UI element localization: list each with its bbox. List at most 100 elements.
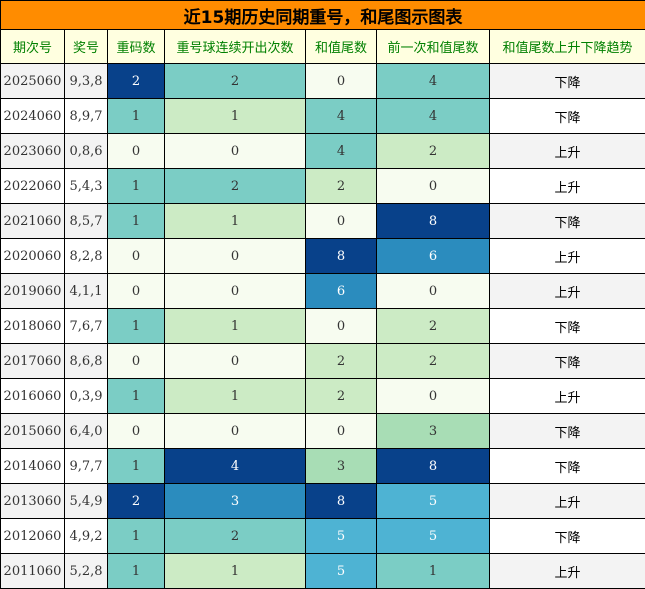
table-row: 2025060 9,3,8 2 2 0 4 下降 xyxy=(0,63,645,99)
table-row: 2014060 9,7,7 1 4 3 8 下降 xyxy=(0,448,645,484)
cell-trend: 上升 xyxy=(489,168,645,204)
cell-period: 2025060 xyxy=(0,63,65,99)
cell-repeat-streak: 1 xyxy=(164,308,306,344)
cell-trend: 下降 xyxy=(489,98,645,134)
cell-period: 2022060 xyxy=(0,168,65,204)
cell-sum-tail: 3 xyxy=(305,448,377,484)
cell-sum-tail: 0 xyxy=(305,308,377,344)
cell-repeat-count: 1 xyxy=(107,518,165,554)
cell-repeat-count: 1 xyxy=(107,553,165,589)
cell-trend: 上升 xyxy=(489,273,645,309)
cell-numbers: 8,6,8 xyxy=(64,343,108,379)
header-numbers: 奖号 xyxy=(64,29,108,64)
cell-numbers: 5,4,3 xyxy=(64,168,108,204)
cell-repeat-streak: 0 xyxy=(164,273,306,309)
table-row: 2021060 8,5,7 1 1 0 8 下降 xyxy=(0,203,645,239)
cell-prev-sum-tail: 1 xyxy=(376,553,490,589)
cell-repeat-streak: 2 xyxy=(164,168,306,204)
cell-trend: 下降 xyxy=(489,63,645,99)
cell-sum-tail: 5 xyxy=(305,518,377,554)
cell-trend: 下降 xyxy=(489,343,645,379)
cell-numbers: 9,7,7 xyxy=(64,448,108,484)
cell-sum-tail: 6 xyxy=(305,273,377,309)
cell-sum-tail: 8 xyxy=(305,483,377,519)
table-row: 2018060 7,6,7 1 1 0 2 下降 xyxy=(0,308,645,344)
cell-prev-sum-tail: 5 xyxy=(376,483,490,519)
cell-repeat-count: 1 xyxy=(107,308,165,344)
cell-numbers: 8,9,7 xyxy=(64,98,108,134)
cell-sum-tail: 0 xyxy=(305,413,377,449)
cell-period: 2011060 xyxy=(0,553,65,589)
cell-repeat-count: 1 xyxy=(107,448,165,484)
cell-period: 2016060 xyxy=(0,378,65,414)
cell-numbers: 0,3,9 xyxy=(64,378,108,414)
header-sum-tail: 和值尾数 xyxy=(305,29,377,64)
cell-prev-sum-tail: 4 xyxy=(376,98,490,134)
cell-repeat-streak: 0 xyxy=(164,413,306,449)
cell-numbers: 0,8,6 xyxy=(64,133,108,169)
cell-trend: 上升 xyxy=(489,378,645,414)
cell-repeat-count: 0 xyxy=(107,413,165,449)
table-body: 2025060 9,3,8 2 2 0 4 下降 2024060 8,9,7 1 1 4 4 下降 2023… xyxy=(0,63,645,589)
cell-prev-sum-tail: 0 xyxy=(376,273,490,309)
table-row: 2019060 4,1,1 0 0 6 0 上升 xyxy=(0,273,645,309)
cell-prev-sum-tail: 0 xyxy=(376,168,490,204)
cell-period: 2014060 xyxy=(0,448,65,484)
cell-sum-tail: 2 xyxy=(305,168,377,204)
cell-numbers: 8,2,8 xyxy=(64,238,108,274)
header-repeat-streak: 重号球连续开出次数 xyxy=(164,29,306,64)
cell-trend: 上升 xyxy=(489,133,645,169)
cell-trend: 下降 xyxy=(489,518,645,554)
cell-trend: 下降 xyxy=(489,413,645,449)
cell-prev-sum-tail: 3 xyxy=(376,413,490,449)
cell-prev-sum-tail: 8 xyxy=(376,448,490,484)
cell-repeat-streak: 0 xyxy=(164,343,306,379)
cell-numbers: 7,6,7 xyxy=(64,308,108,344)
cell-numbers: 8,5,7 xyxy=(64,203,108,239)
cell-sum-tail: 4 xyxy=(305,98,377,134)
cell-prev-sum-tail: 2 xyxy=(376,308,490,344)
cell-trend: 下降 xyxy=(489,203,645,239)
cell-numbers: 5,2,8 xyxy=(64,553,108,589)
cell-repeat-count: 2 xyxy=(107,483,165,519)
cell-repeat-streak: 1 xyxy=(164,203,306,239)
cell-period: 2019060 xyxy=(0,273,65,309)
cell-period: 2012060 xyxy=(0,518,65,554)
cell-period: 2015060 xyxy=(0,413,65,449)
cell-sum-tail: 0 xyxy=(305,63,377,99)
cell-repeat-streak: 0 xyxy=(164,133,306,169)
cell-repeat-streak: 2 xyxy=(164,518,306,554)
table-row: 2015060 6,4,0 0 0 0 3 下降 xyxy=(0,413,645,449)
cell-repeat-streak: 3 xyxy=(164,483,306,519)
table-row: 2022060 5,4,3 1 2 2 0 上升 xyxy=(0,168,645,204)
table-row: 2012060 4,9,2 1 2 5 5 下降 xyxy=(0,518,645,554)
cell-sum-tail: 2 xyxy=(305,378,377,414)
cell-sum-tail: 8 xyxy=(305,238,377,274)
cell-repeat-count: 1 xyxy=(107,203,165,239)
cell-sum-tail: 4 xyxy=(305,133,377,169)
cell-prev-sum-tail: 4 xyxy=(376,63,490,99)
cell-repeat-count: 0 xyxy=(107,343,165,379)
cell-repeat-count: 0 xyxy=(107,238,165,274)
cell-period: 2020060 xyxy=(0,238,65,274)
cell-period: 2021060 xyxy=(0,203,65,239)
cell-sum-tail: 2 xyxy=(305,343,377,379)
cell-numbers: 9,3,8 xyxy=(64,63,108,99)
cell-trend: 下降 xyxy=(489,448,645,484)
header-prev-sum-tail: 前一次和值尾数 xyxy=(376,29,490,64)
table-row: 2024060 8,9,7 1 1 4 4 下降 xyxy=(0,98,645,134)
header-period: 期次号 xyxy=(0,29,65,64)
table-row: 2016060 0,3,9 1 1 2 0 上升 xyxy=(0,378,645,414)
cell-period: 2017060 xyxy=(0,343,65,379)
cell-numbers: 4,9,2 xyxy=(64,518,108,554)
cell-numbers: 4,1,1 xyxy=(64,273,108,309)
cell-numbers: 5,4,9 xyxy=(64,483,108,519)
cell-period: 2013060 xyxy=(0,483,65,519)
cell-repeat-streak: 4 xyxy=(164,448,306,484)
cell-trend: 上升 xyxy=(489,483,645,519)
cell-period: 2024060 xyxy=(0,98,65,134)
cell-numbers: 6,4,0 xyxy=(64,413,108,449)
cell-repeat-streak: 1 xyxy=(164,98,306,134)
cell-prev-sum-tail: 2 xyxy=(376,133,490,169)
